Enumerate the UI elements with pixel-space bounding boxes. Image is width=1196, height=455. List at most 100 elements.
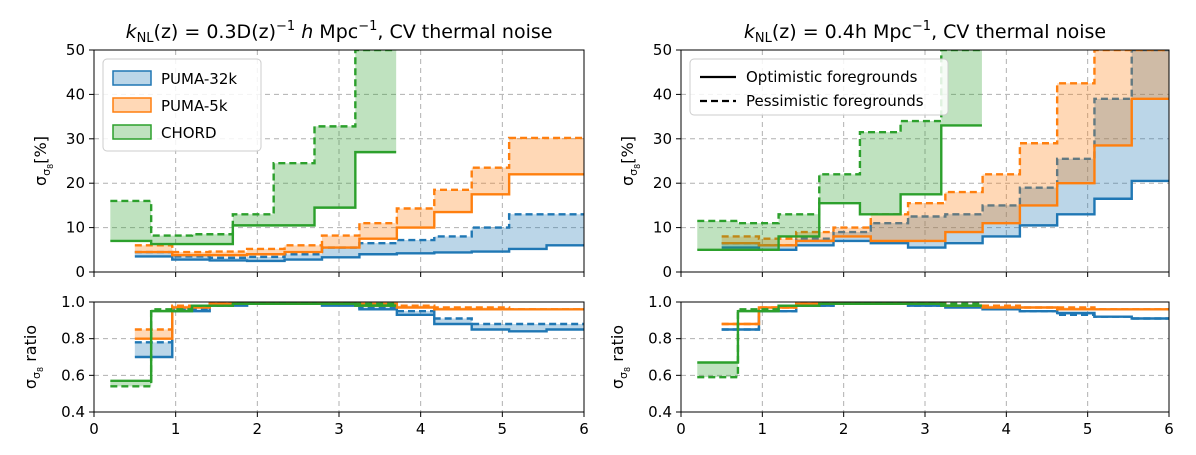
ylabel-sigma: σ: [608, 379, 627, 389]
title-part-3: −1: [276, 19, 295, 34]
legend-swatch-puma-32k: [112, 70, 152, 86]
y-tick-label: 40: [66, 85, 85, 103]
ylabel-rest: [%]: [31, 136, 50, 164]
ylabel-rest: ratio: [21, 325, 40, 367]
panel-4: 0 1 2 3 4 5 6 0.4 0.6 0.8 1.0 σσ8 ratio: [608, 293, 1174, 438]
title-part-6: −1: [358, 19, 377, 34]
x-tick-label: 2: [839, 420, 849, 438]
y-tick-label: 30: [66, 130, 85, 148]
ylabel-rest: [%]: [618, 136, 637, 164]
chart-title: kNL(z) = 0.4h Mpc−1, CV thermal noise: [744, 19, 1106, 46]
band-puma-32k: [134, 214, 584, 261]
line-pessimistic-puma-5k: [721, 302, 1169, 326]
y-tick-label: 1.0: [61, 293, 85, 311]
y-axis-label: σσ8[%]: [31, 136, 55, 186]
title-part-5: Mpc: [313, 21, 358, 43]
legend-label: CHORD: [161, 124, 217, 142]
x-tick-label: 0: [676, 420, 686, 438]
y-tick-label: 0.6: [648, 366, 672, 384]
y-tick-label: 0.4: [648, 403, 672, 421]
line-optimistic-puma-32k: [134, 244, 584, 263]
ylabel-subsub: 8: [46, 164, 55, 169]
ylabel-sigma: σ: [21, 379, 40, 389]
band-chord: [110, 50, 397, 245]
ylabel-sigma: σ: [31, 176, 50, 186]
x-tick-label: 3: [334, 420, 344, 438]
y-tick-label: 10: [66, 219, 85, 237]
ylabel-subsub: 8: [633, 164, 642, 169]
ylabel-subsub: 8: [36, 367, 45, 372]
y-tick-label: 0: [662, 263, 672, 281]
legend-label: PUMA-32k: [161, 70, 237, 88]
line-pessimistic-chord: [110, 50, 397, 237]
y-axis-label: σσ8 ratio: [608, 325, 632, 389]
plot-area: [697, 302, 1169, 379]
y-tick-label: 20: [653, 174, 672, 192]
line-pessimistic-puma-5k: [721, 50, 1169, 240]
ylabel-sub: σ: [627, 169, 640, 176]
legend-box: [102, 58, 262, 152]
y-axis-label: σσ8[%]: [618, 136, 642, 186]
line-optimistic-chord: [697, 124, 982, 251]
x-tick-label: 5: [498, 420, 508, 438]
x-tick-label: 0: [89, 420, 99, 438]
plot-area: [697, 50, 1169, 251]
y-tick-label: 0: [75, 263, 85, 281]
x-tick-label: 6: [579, 420, 589, 438]
line-pessimistic-chord: [697, 302, 982, 379]
title-part-2: (z) = 0.3D(z): [154, 21, 276, 43]
title-part-1: NL: [137, 31, 155, 46]
ylabel-rest: ratio: [608, 325, 627, 367]
chart-title: kNL(z) = 0.3D(z)−1 h Mpc−1, CV thermal n…: [126, 19, 553, 46]
line-pessimistic-chord: [697, 50, 982, 225]
y-tick-label: 1.0: [648, 293, 672, 311]
y-tick-label: 10: [653, 219, 672, 237]
line-optimistic-chord: [110, 150, 397, 246]
x-tick-label: 4: [1002, 420, 1012, 438]
band-chord: [697, 50, 982, 250]
y-tick-label: 40: [653, 85, 672, 103]
y-tick-label: 0.8: [61, 330, 85, 348]
band-puma-5k: [134, 137, 584, 256]
band-chord: [697, 302, 982, 378]
title-part-7: , CV thermal noise: [377, 21, 552, 43]
line-optimistic-chord: [697, 302, 982, 364]
x-tick-label: 1: [758, 420, 768, 438]
x-tick-label: 6: [1164, 420, 1174, 438]
y-tick-label: 30: [653, 130, 672, 148]
y-tick-label: 0.6: [61, 366, 85, 384]
title-part-4: h: [295, 21, 313, 43]
legend-swatch-puma-5k: [112, 97, 152, 113]
y-tick-label: 0.4: [61, 403, 85, 421]
title-part-1: NL: [755, 31, 773, 46]
line-optimistic-puma-32k: [134, 302, 584, 359]
line-pessimistic-puma-32k: [134, 302, 584, 344]
line-optimistic-puma-5k: [721, 97, 1169, 247]
x-tick-label: 1: [171, 420, 181, 438]
y-tick-label: 0.8: [648, 330, 672, 348]
y-axis-label: σσ8 ratio: [21, 325, 45, 389]
line-optimistic-puma-5k: [134, 173, 584, 257]
title-part-0: k: [126, 21, 138, 43]
legend-swatch-chord: [112, 124, 152, 140]
title-part-0: k: [744, 21, 756, 43]
legend-label: Pessimistic foregrounds: [746, 92, 924, 110]
title-part-5: , CV thermal noise: [931, 21, 1106, 43]
ylabel-sub: σ: [40, 169, 53, 176]
ylabel-sigma: σ: [618, 176, 637, 186]
line-pessimistic-chord: [110, 302, 397, 388]
y-tick-label: 20: [66, 174, 85, 192]
plot-area: [110, 302, 584, 388]
y-tick-label: 50: [653, 41, 672, 59]
legend-label: Optimistic foregrounds: [746, 68, 918, 86]
x-tick-label: 2: [253, 420, 263, 438]
x-tick-label: 5: [1083, 420, 1093, 438]
x-tick-label: 3: [920, 420, 930, 438]
legend-label: PUMA-5k: [161, 97, 228, 115]
x-tick-label: 4: [416, 420, 426, 438]
title-part-4: −1: [912, 19, 931, 34]
